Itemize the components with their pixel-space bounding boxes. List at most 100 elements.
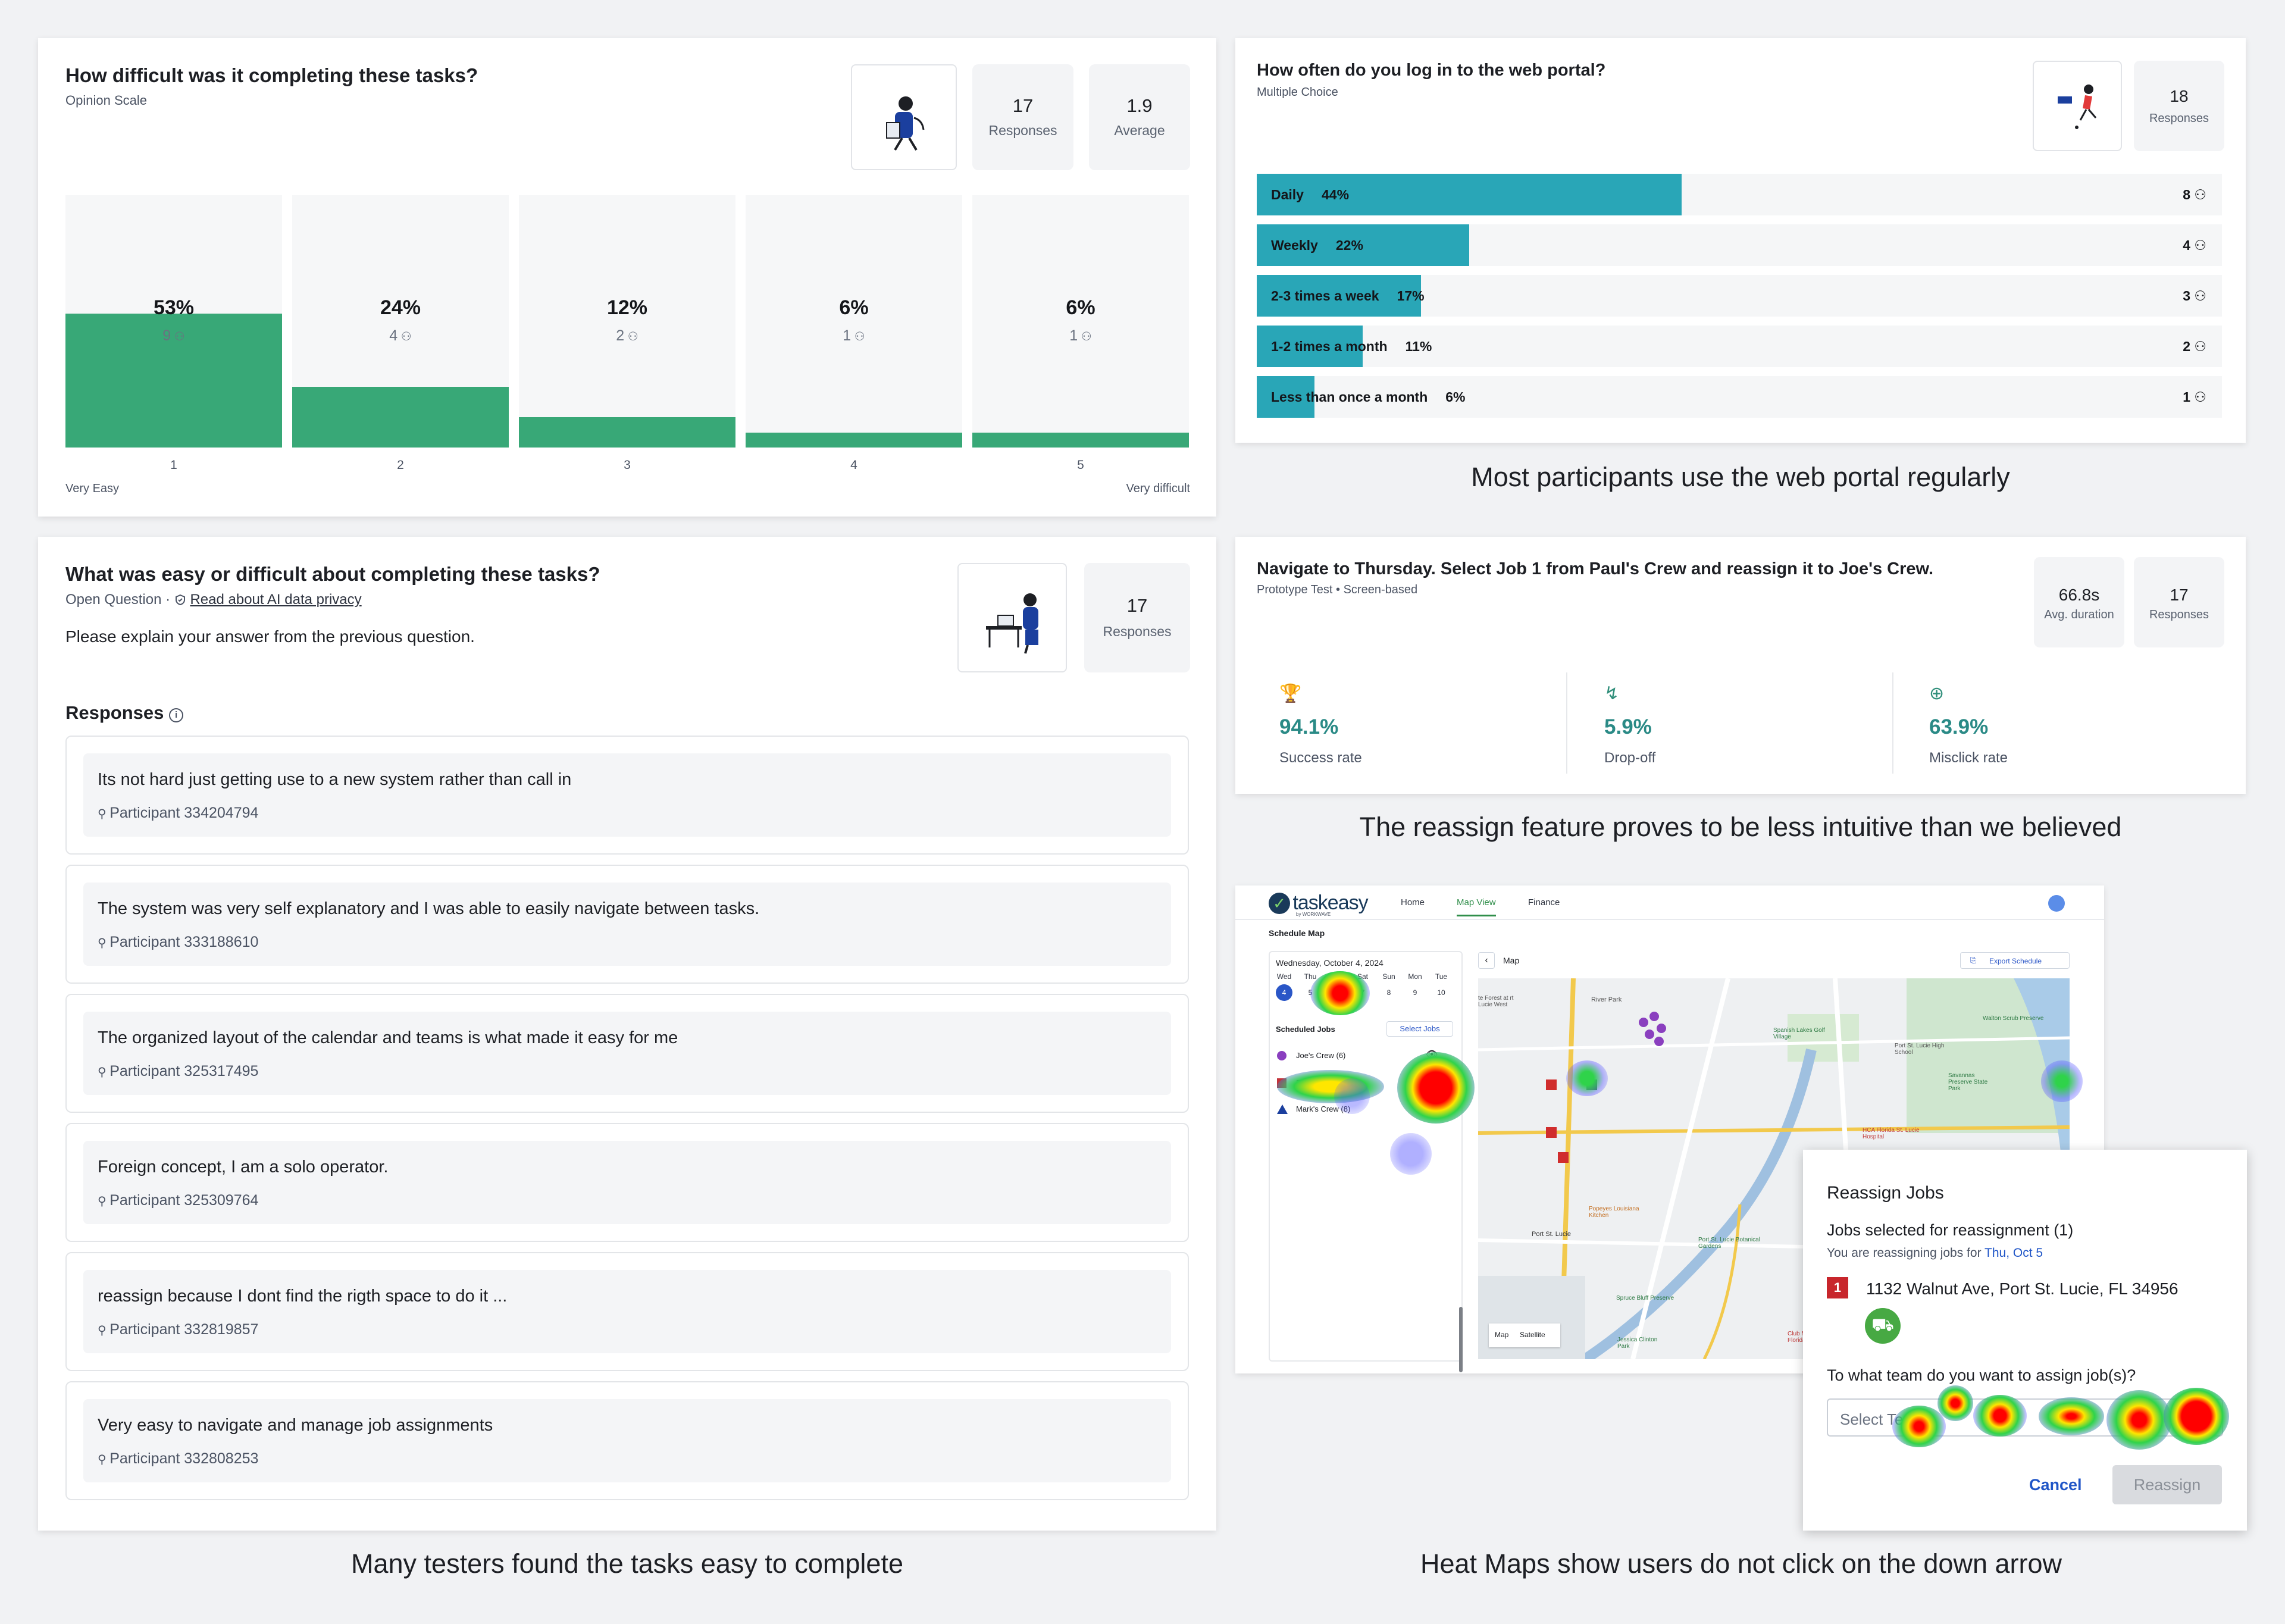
choice-label: 1-2 times a month 11% [1271,339,1432,355]
map-place-label: Port St. Lucie Botanical Gardens [1698,1237,1760,1250]
choice-percent: 6% [1445,389,1466,405]
map-pin-job[interactable] [1546,1079,1557,1090]
day-number-button[interactable]: 5 [1308,988,1313,997]
response-participant: ⚲ Participant 325317495 [98,1063,258,1080]
cancel-button[interactable]: Cancel [2029,1476,2082,1494]
scale-percent: 6% [1066,296,1095,319]
reassign-date: Thu, Oct 5 [1984,1246,2043,1260]
nav-home[interactable]: Home [1401,897,1425,908]
logo-subtext: by WORKWAVE [1296,912,1331,917]
question-type: Open Question [65,592,162,608]
crew-row-joe[interactable]: Joe's Crew (6) 👁 [1276,1049,1454,1064]
duration-value: 66.8s [2058,586,2100,604]
dropoff-value: 5.9% [1604,715,1652,739]
choice-label: Daily 44% [1271,187,1349,203]
response-participant: ⚲ Participant 332819857 [98,1321,258,1338]
eye-icon[interactable]: 👁 [1426,1077,1438,1087]
day-number-button[interactable]: 7 [1360,988,1365,997]
select-team-dropdown[interactable]: Select Team ⌄ [1827,1398,2223,1437]
chevron-down-icon[interactable]: ⌄ [1441,1077,1450,1087]
caption-card2: Many testers found the tasks easy to com… [351,1548,903,1579]
day-number-button[interactable]: 6 [1334,988,1339,997]
map-place-label: Popeyes Louisiana Kitchen [1589,1206,1639,1219]
modal-title: Reassign Jobs [1827,1183,1944,1203]
question-illustration [2033,61,2122,151]
day-number-button[interactable]: 4 [1276,984,1292,1001]
person-icon: ⚲ [98,1066,110,1079]
crew-label: Mark's Crew (8) [1296,1104,1351,1113]
scale-count-value: 4 [389,327,398,344]
reassign-note: You are reassigning jobs for Thu, Oct 5 [1827,1246,2043,1260]
map-button[interactable]: Map [1495,1331,1509,1339]
responses-label: Responses [988,123,1057,138]
scale-percent: 53% [153,296,195,319]
crew-label: Joe's Crew (6) [1296,1051,1346,1060]
select-team-placeholder: Select Team [1840,1410,1925,1428]
eye-icon[interactable]: 👁 [1426,1050,1438,1060]
day-name: Wed [1276,972,1292,981]
choice-count: 8 ⚇ [2183,187,2206,203]
export-schedule-button[interactable]: ⎘ Export Schedule [1960,952,2070,969]
export-label: Export Schedule [1989,957,2042,965]
taskeasy-logo[interactable]: ✓ taskeasy by WORKWAVE [1269,891,1369,917]
crew-row-paul[interactable]: Paul's Crew 👁 ⌄ [1276,1076,1454,1091]
scale-count-value: 9 [162,327,171,344]
map-title: Map [1503,956,1520,965]
response-body: reassign because I dont find the rigth s… [83,1270,1171,1353]
responses-stat: 17 Responses [2134,557,2224,647]
triangle-marker-icon [1277,1104,1288,1114]
map-place-label: te Forest at rt Lucie West [1478,995,1514,1008]
day-name: Sat [1357,972,1368,981]
question-meta: Open Question · Read about AI data priva… [65,592,362,608]
map-type-toggle[interactable]: Map Satellite [1489,1323,1560,1347]
response-body: The organized layout of the calendar and… [83,1012,1171,1095]
users-icon: ⚇ [2190,288,2206,303]
scale-count: 1 ⚇ [972,327,1189,345]
choice-count-value: 4 [2183,237,2190,253]
choice-bar-fill [1257,376,1314,418]
choice-bar: Daily 44% 8 ⚇ [1257,174,2222,215]
chevron-down-icon[interactable]: ⌄ [1441,1103,1450,1113]
choice-count: 1 ⚇ [2183,389,2206,405]
caption-reassign: The reassign feature proves to be less i… [1359,812,2122,842]
panel-scrollbar[interactable] [1459,1307,1463,1372]
map-pin-job[interactable] [1546,1127,1557,1138]
day-number-button[interactable]: 9 [1413,988,1417,997]
prototype-test-card: Navigate to Thursday. Select Job 1 from … [1235,537,2246,794]
day-number-button[interactable]: 10 [1437,988,1445,997]
map-back-button[interactable]: ‹ [1478,952,1495,969]
nav-map-view[interactable]: Map View [1457,897,1496,916]
satellite-button[interactable]: Satellite [1520,1331,1545,1339]
chevron-down-icon[interactable]: ⌄ [2195,1407,2209,1426]
choice-count: 3 ⚇ [2183,288,2206,304]
metric-misclick: ⊕ 63.9% Misclick rate [1929,683,2215,772]
reassign-button[interactable]: Reassign [2112,1465,2222,1504]
job-address: 1132 Walnut Ave, Port St. Lucie, FL 3495… [1866,1279,2178,1298]
metric-success: 🏆 94.1% Success rate [1279,683,1565,772]
person-icon: ⚲ [98,1453,110,1466]
select-jobs-button[interactable]: Select Jobs [1386,1021,1453,1037]
map-place-label: Port St. Lucie [1532,1231,1572,1238]
nav-finance[interactable]: Finance [1528,897,1560,908]
map-pin-job[interactable] [1558,1152,1569,1163]
shield-icon [174,592,190,608]
privacy-link[interactable]: Read about AI data privacy [190,592,362,608]
responses-stat: 17 Responses [1084,563,1190,672]
duration-label: Avg. duration [2044,608,2114,621]
scale-bar-fill [292,387,509,448]
response-body: The system was very self explanatory and… [83,883,1171,966]
choice-percent: 17% [1397,288,1425,303]
eye-icon[interactable]: 👁 [1426,1103,1438,1113]
responses-label: Responses [1103,624,1172,639]
user-avatar[interactable] [2048,895,2065,912]
participant-id: Participant 325309764 [109,1192,259,1209]
info-icon[interactable]: i [169,708,184,722]
scale-count-value: 1 [1069,327,1078,344]
map-pin-job[interactable] [1586,1079,1597,1090]
responses-heading: Responses i [65,702,184,724]
day-number-button[interactable]: 8 [1386,988,1391,997]
choice-count-value: 2 [2183,339,2190,354]
day-picker: Wed 4 Thu 5 Fri 6 Sat 7 Sun 8 Mon 9 Tue 10 [1273,972,1458,1008]
crew-row-mark[interactable]: Mark's Crew (8) 👁 ⌄ [1276,1102,1454,1118]
map-pin-cluster[interactable] [1639,1012,1674,1047]
